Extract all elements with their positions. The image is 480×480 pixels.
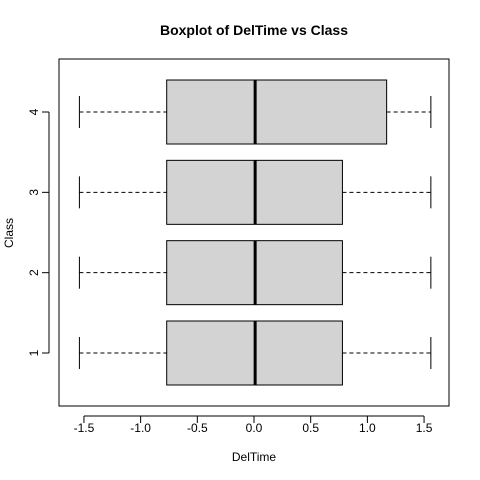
y-tick-label: 4 bbox=[27, 108, 41, 115]
y-tick-label: 2 bbox=[27, 269, 41, 276]
chart-title: Boxplot of DelTime vs Class bbox=[160, 22, 348, 38]
x-axis-label: DelTime bbox=[232, 450, 277, 464]
box-class-1 bbox=[78, 320, 432, 386]
box-iqr bbox=[166, 79, 388, 145]
y-tick-label: 3 bbox=[27, 189, 41, 196]
box-class-4 bbox=[78, 79, 432, 145]
x-tick-label: -0.5 bbox=[187, 421, 208, 435]
x-tick-label: -1.5 bbox=[74, 421, 95, 435]
x-tick-label: 1.5 bbox=[416, 421, 433, 435]
x-tick-label: 0.5 bbox=[302, 421, 319, 435]
box-class-3 bbox=[78, 159, 432, 225]
x-tick-label: 1.0 bbox=[359, 421, 376, 435]
y-tick-label: 1 bbox=[27, 349, 41, 356]
x-tick-label: -1.0 bbox=[130, 421, 151, 435]
x-tick-label: 0.0 bbox=[246, 421, 263, 435]
boxes-group bbox=[78, 79, 432, 386]
y-axis: 1 2 3 4 bbox=[27, 108, 50, 356]
plot-frame bbox=[58, 58, 450, 407]
box-class-2 bbox=[78, 240, 432, 306]
x-axis: -1.5 -1.0 -0.5 0.0 0.5 1.0 1.5 bbox=[74, 415, 433, 435]
y-axis-label: Class bbox=[2, 218, 16, 248]
